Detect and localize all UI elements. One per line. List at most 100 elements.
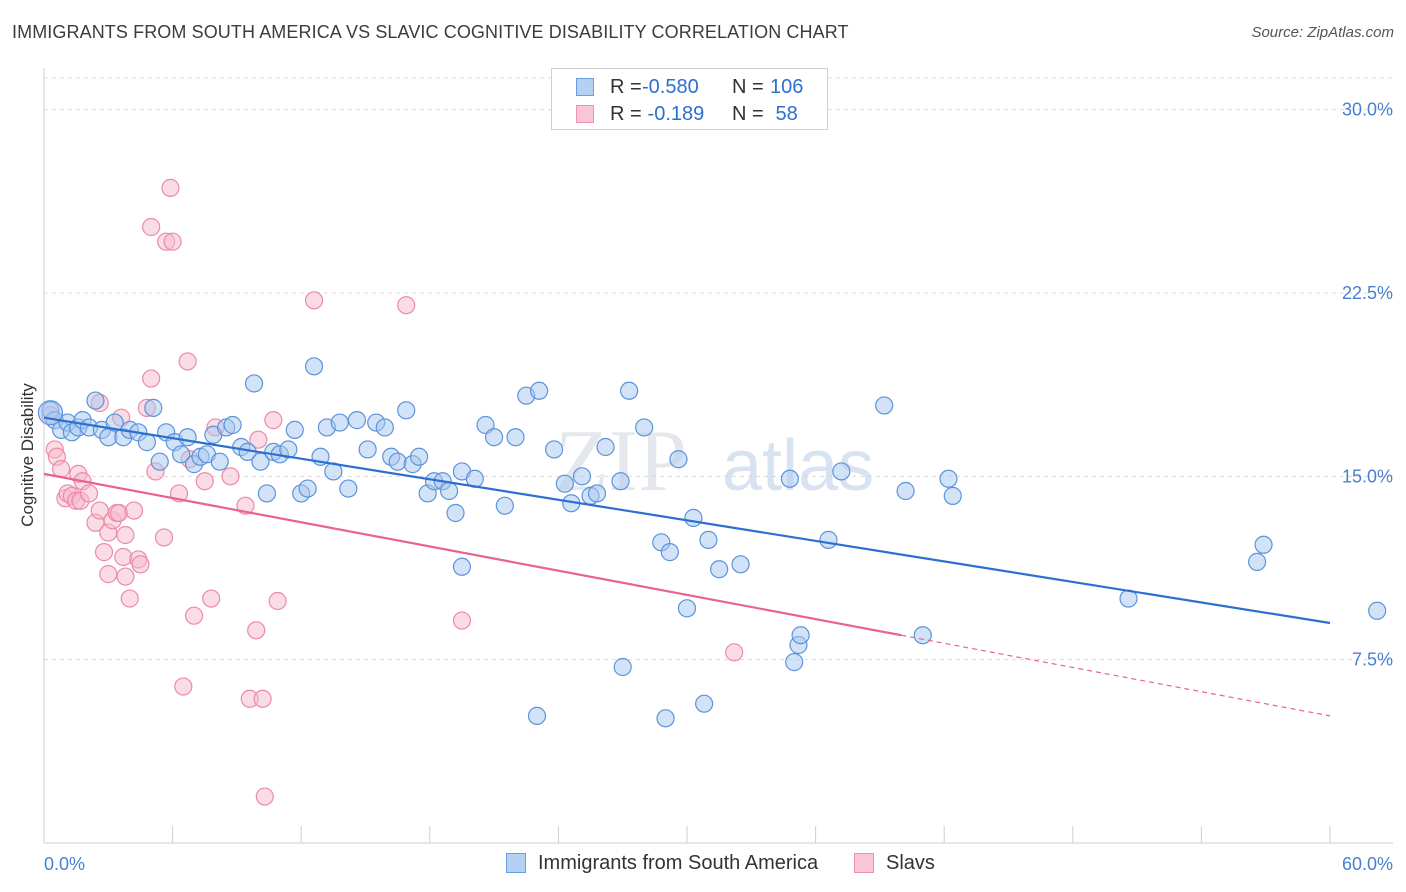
point-immigrants	[298, 479, 317, 498]
point-immigrants	[943, 486, 962, 505]
point-slavs	[202, 589, 221, 608]
point-immigrants	[506, 428, 525, 447]
point-immigrants	[1368, 601, 1387, 620]
point-slavs	[247, 621, 266, 640]
legend-r-label: R =	[610, 76, 648, 98]
point-immigrants	[875, 396, 894, 415]
point-immigrants	[635, 418, 654, 437]
point-immigrants	[495, 496, 514, 515]
point-immigrants	[388, 452, 407, 471]
trend-lines	[43, 416, 1331, 717]
point-immigrants	[656, 709, 675, 728]
x-tick-label: 0.0%	[44, 854, 85, 874]
legend-r-value: -0.580	[642, 76, 699, 98]
point-immigrants	[439, 481, 459, 501]
y-tick-label: 22.5%	[1342, 283, 1393, 303]
bottom-legend-label: Immigrants from South America	[538, 852, 819, 874]
point-immigrants	[137, 433, 156, 452]
y-tick-label: 30.0%	[1342, 100, 1393, 120]
point-immigrants	[452, 557, 472, 576]
watermark-atlas: atlas	[722, 426, 874, 506]
point-slavs	[184, 606, 204, 625]
point-slavs	[255, 787, 274, 806]
point-immigrants	[244, 374, 264, 393]
point-immigrants	[791, 626, 810, 645]
point-immigrants-large	[37, 400, 64, 426]
point-slavs	[221, 467, 240, 486]
bottom-legend-swatch-pink	[854, 853, 874, 873]
point-immigrants	[330, 413, 349, 432]
point-immigrants	[86, 391, 105, 410]
legend-n-label: N =	[732, 76, 770, 98]
point-immigrants	[677, 599, 697, 618]
point-slavs	[253, 689, 272, 708]
point-immigrants	[530, 381, 549, 400]
point-slavs	[725, 643, 744, 662]
point-immigrants	[913, 626, 932, 645]
point-immigrants	[397, 401, 416, 420]
point-immigrants	[596, 437, 615, 457]
trend-line-slavs-extension	[901, 634, 1331, 717]
point-slavs	[264, 411, 283, 430]
point-immigrants	[710, 560, 729, 579]
point-slavs	[174, 677, 193, 696]
point-slavs	[397, 296, 416, 315]
y-tick-label: 15.0%	[1342, 466, 1393, 486]
point-immigrants	[150, 452, 169, 471]
point-slavs	[99, 565, 118, 584]
point-slavs	[195, 472, 214, 491]
point-slavs	[142, 369, 161, 388]
point-immigrants	[304, 357, 324, 376]
point-slavs	[178, 352, 197, 371]
point-immigrants	[660, 543, 679, 562]
point-immigrants	[832, 462, 851, 481]
point-immigrants	[144, 398, 163, 417]
point-immigrants	[695, 694, 714, 713]
point-immigrants	[819, 530, 838, 549]
bottom-legend-swatch-blue	[506, 853, 526, 873]
point-slavs	[304, 291, 324, 310]
point-immigrants	[105, 413, 124, 432]
point-immigrants	[780, 469, 799, 488]
point-immigrants	[785, 653, 804, 672]
point-immigrants	[257, 484, 277, 503]
point-immigrants	[939, 469, 958, 488]
point-immigrants	[1248, 552, 1267, 571]
point-immigrants	[620, 381, 639, 400]
point-immigrants	[613, 657, 632, 677]
point-immigrants	[446, 503, 465, 523]
point-slavs	[249, 430, 268, 449]
series-immigrants-points	[37, 357, 1387, 728]
point-slavs	[268, 591, 287, 611]
trend-line-slavs	[43, 472, 902, 637]
point-slavs	[120, 589, 139, 608]
point-immigrants	[223, 415, 242, 435]
legend-box: R = -0.580 N = 106 R = -0.189 N = 58	[551, 68, 828, 130]
point-immigrants	[285, 420, 304, 439]
point-immigrants	[485, 428, 504, 447]
x-tick-label: 60.0%	[1342, 854, 1393, 874]
point-immigrants	[896, 481, 915, 501]
source-label: Source: ZipAtlas.com	[1251, 24, 1394, 41]
y-tick-label: 7.5%	[1352, 650, 1393, 670]
axes	[43, 68, 1393, 844]
point-immigrants	[178, 428, 197, 447]
point-immigrants	[572, 467, 592, 486]
point-immigrants	[731, 555, 750, 574]
bottom-legend-label: Slavs	[886, 852, 935, 874]
point-slavs	[116, 567, 135, 586]
legend-n-value: 106	[770, 76, 804, 98]
point-immigrants	[172, 445, 191, 464]
point-immigrants	[409, 447, 429, 466]
point-immigrants	[358, 440, 377, 459]
point-immigrants	[347, 411, 367, 430]
point-slavs	[142, 217, 161, 237]
watermark-zip: ZIP	[555, 413, 687, 510]
point-slavs	[109, 503, 129, 523]
point-immigrants	[545, 440, 564, 459]
chart-title: IMMIGRANTS FROM SOUTH AMERICA VS SLAVIC …	[12, 22, 849, 42]
point-immigrants	[1254, 535, 1273, 554]
point-slavs	[94, 543, 114, 562]
point-slavs	[154, 528, 174, 547]
